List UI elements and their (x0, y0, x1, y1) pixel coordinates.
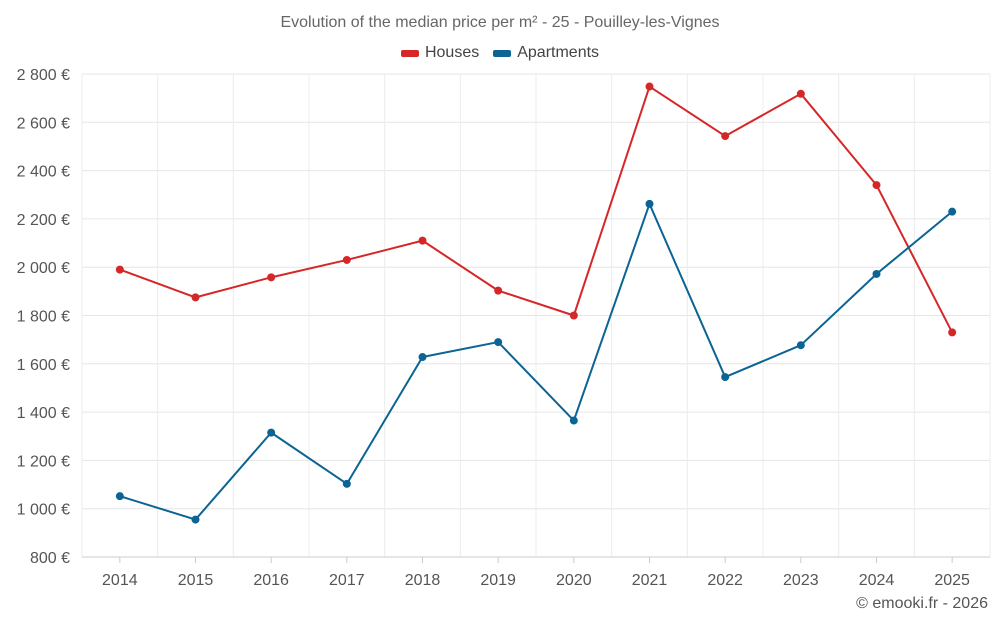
x-tick-label: 2023 (783, 572, 819, 589)
data-point-apartments[interactable] (115, 492, 124, 501)
data-point-apartments[interactable] (796, 341, 805, 350)
x-tick-label: 2022 (707, 572, 743, 589)
y-tick-label: 2 400 € (17, 164, 70, 181)
y-tick-label: 800 € (30, 550, 70, 567)
data-point-houses[interactable] (418, 236, 427, 245)
x-tick-label: 2015 (178, 572, 214, 589)
data-point-houses[interactable] (948, 328, 957, 337)
legend-label-houses: Houses (424, 44, 480, 61)
data-point-houses[interactable] (569, 311, 578, 320)
data-point-apartments[interactable] (948, 207, 957, 216)
legend-swatch-apartments (493, 49, 512, 57)
data-point-apartments[interactable] (191, 515, 200, 524)
x-tick-label: 2016 (253, 572, 289, 589)
data-point-houses[interactable] (267, 273, 276, 282)
legend: Houses Apartments (0, 44, 1000, 62)
x-tick-label: 2019 (480, 572, 516, 589)
data-point-houses[interactable] (342, 255, 351, 264)
legend-label-apartments: Apartments (517, 44, 600, 61)
data-point-houses[interactable] (721, 132, 730, 141)
x-tick-label: 2020 (556, 572, 592, 589)
data-point-apartments[interactable] (569, 416, 578, 425)
data-point-apartments[interactable] (494, 338, 503, 347)
data-point-houses[interactable] (872, 181, 881, 190)
x-tick-label: 2025 (934, 572, 970, 589)
data-point-apartments[interactable] (418, 353, 427, 362)
legend-item-houses[interactable]: Houses (400, 44, 480, 62)
x-tick-label: 2014 (102, 572, 138, 589)
data-point-apartments[interactable] (721, 373, 730, 382)
data-point-houses[interactable] (645, 82, 654, 91)
y-tick-label: 2 000 € (17, 260, 70, 277)
y-tick-label: 2 600 € (17, 115, 70, 132)
y-tick-label: 1 600 € (17, 357, 70, 374)
y-tick-label: 1 200 € (17, 453, 70, 470)
data-point-apartments[interactable] (872, 269, 881, 278)
data-point-houses[interactable] (494, 286, 503, 295)
x-tick-label: 2021 (632, 572, 668, 589)
x-tick-label: 2024 (859, 572, 895, 589)
x-tick-label: 2018 (405, 572, 441, 589)
data-point-apartments[interactable] (645, 199, 654, 208)
series-line-houses (119, 85, 954, 333)
y-tick-label: 2 200 € (17, 212, 70, 229)
y-tick-label: 2 800 € (17, 67, 70, 84)
x-tick-label: 2017 (329, 572, 365, 589)
y-tick-label: 1 800 € (17, 309, 70, 326)
chart-title: Evolution of the median price per m² - 2… (280, 14, 720, 31)
data-point-houses[interactable] (796, 89, 805, 98)
data-point-houses[interactable] (115, 265, 124, 274)
data-point-houses[interactable] (191, 293, 200, 302)
series-line-apartments (119, 202, 953, 521)
legend-item-apartments[interactable]: Apartments (493, 44, 599, 62)
y-tick-label: 1 000 € (17, 502, 70, 519)
legend-swatch-houses (400, 49, 419, 57)
copyright-text: © emooki.fr - 2026 (856, 595, 988, 612)
data-point-apartments[interactable] (342, 479, 351, 488)
data-point-apartments[interactable] (267, 428, 276, 437)
y-tick-label: 1 400 € (17, 405, 70, 422)
